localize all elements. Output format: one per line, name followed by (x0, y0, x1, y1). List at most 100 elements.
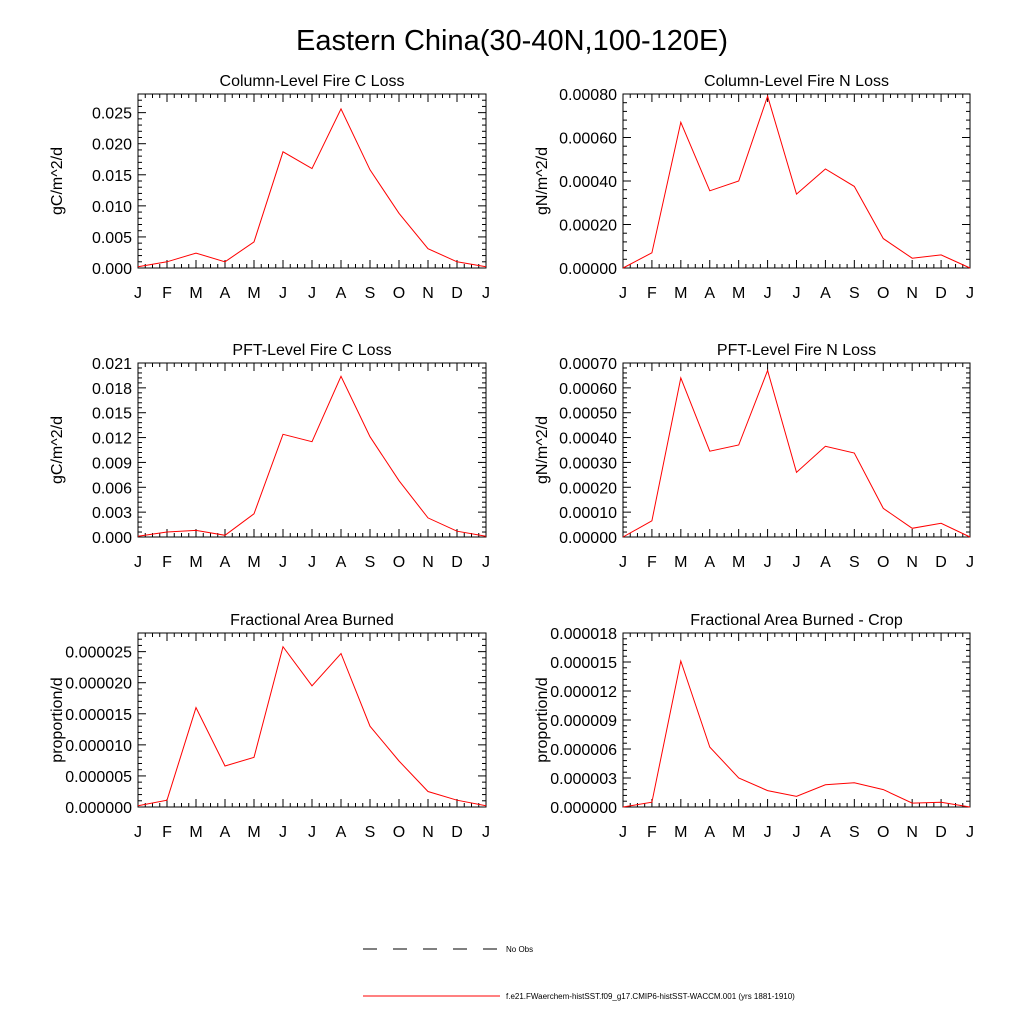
x-tick-label: J (966, 554, 974, 571)
x-tick-label: M (674, 554, 687, 571)
x-tick-label: A (820, 285, 831, 302)
x-tick-label: A (820, 824, 831, 841)
x-tick-label: M (732, 285, 745, 302)
y-axis-label: proportion/d (534, 677, 551, 762)
y-tick-label: 0.000000 (550, 800, 617, 817)
y-axis-label: gN/m^2/d (534, 416, 551, 484)
y-axis-label: gN/m^2/d (534, 147, 551, 215)
y-tick-label: 0.00000 (559, 530, 617, 547)
y-tick-label: 0.000012 (550, 684, 617, 701)
x-tick-label: M (189, 554, 202, 571)
y-tick-label: 0.000020 (65, 676, 132, 693)
x-tick-label: D (451, 285, 463, 302)
panel-title: Fractional Area Burned (230, 612, 394, 629)
x-tick-label: F (162, 285, 172, 302)
x-tick-label: D (935, 824, 947, 841)
x-tick-label: N (422, 824, 434, 841)
y-tick-label: 0.000 (92, 261, 132, 278)
x-tick-label: S (849, 285, 860, 302)
panel-title: Column-Level Fire C Loss (220, 73, 405, 90)
panel-title: Fractional Area Burned - Crop (690, 612, 903, 629)
y-tick-label: 0.000003 (550, 771, 617, 788)
x-tick-label: A (820, 554, 831, 571)
x-tick-label: J (764, 824, 772, 841)
y-tick-label: 0.005 (92, 230, 132, 247)
y-tick-label: 0.015 (92, 168, 132, 185)
x-tick-label: J (793, 824, 801, 841)
x-tick-label: M (247, 824, 260, 841)
legend: No Obs f.e21.FWaerchem-histSST.f09_g17.C… (363, 945, 795, 1001)
x-tick-label: J (619, 285, 627, 302)
plot-frame (137, 632, 487, 808)
x-tick-label: M (674, 285, 687, 302)
x-tick-label: A (220, 824, 231, 841)
y-tick-label: 0.00030 (559, 455, 617, 472)
x-tick-label: J (308, 824, 316, 841)
plot-frame (622, 632, 971, 808)
figure-title: Eastern China(30-40N,100-120E) (296, 25, 728, 57)
x-tick-label: A (220, 285, 231, 302)
x-tick-label: S (365, 824, 376, 841)
y-tick-label: 0.000 (92, 530, 132, 547)
x-tick-label: J (134, 285, 142, 302)
y-tick-label: 0.00060 (559, 131, 617, 148)
x-tick-label: F (162, 554, 172, 571)
x-tick-label: N (906, 285, 918, 302)
y-tick-label: 0.00080 (559, 87, 617, 104)
x-tick-label: J (482, 285, 490, 302)
y-axis-label: proportion/d (49, 677, 66, 762)
y-tick-label: 0.000018 (550, 626, 617, 643)
plot-frame (137, 93, 487, 269)
x-tick-label: M (189, 824, 202, 841)
y-tick-label: 0.018 (92, 381, 132, 398)
plot-frame (622, 362, 971, 538)
x-tick-label: M (247, 554, 260, 571)
x-tick-label: S (849, 824, 860, 841)
series-line-1 (137, 645, 487, 807)
y-tick-label: 0.020 (92, 137, 132, 154)
x-tick-label: A (336, 285, 347, 302)
y-tick-label: 0.00040 (559, 174, 617, 191)
panel-title: PFT-Level Fire N Loss (717, 342, 876, 359)
y-tick-label: 0.000009 (550, 713, 617, 730)
series-line-1 (622, 659, 971, 808)
y-tick-label: 0.009 (92, 455, 132, 472)
series-line-1 (137, 107, 487, 268)
x-tick-label: N (422, 285, 434, 302)
x-tick-label: M (732, 824, 745, 841)
x-tick-label: J (619, 554, 627, 571)
plot-frame (622, 93, 971, 269)
x-tick-label: M (247, 285, 260, 302)
y-tick-label: 0.00020 (559, 218, 617, 235)
x-tick-label: M (732, 554, 745, 571)
x-tick-label: J (134, 554, 142, 571)
y-tick-label: 0.021 (92, 356, 132, 373)
series-line-1 (622, 94, 971, 269)
x-tick-label: J (966, 285, 974, 302)
y-tick-label: 0.00040 (559, 431, 617, 448)
y-tick-label: 0.000006 (550, 742, 617, 759)
x-tick-label: A (704, 554, 715, 571)
x-tick-label: J (482, 824, 490, 841)
y-axis-label: gC/m^2/d (49, 147, 66, 215)
x-tick-label: O (877, 285, 889, 302)
x-tick-label: D (451, 554, 463, 571)
y-tick-label: 0.000025 (65, 645, 132, 662)
x-tick-label: N (422, 554, 434, 571)
x-tick-label: S (849, 554, 860, 571)
x-tick-label: O (877, 554, 889, 571)
x-tick-label: A (336, 554, 347, 571)
x-tick-label: J (793, 554, 801, 571)
x-tick-label: D (451, 824, 463, 841)
x-tick-label: O (393, 554, 405, 571)
x-tick-label: J (619, 824, 627, 841)
x-tick-label: M (189, 285, 202, 302)
